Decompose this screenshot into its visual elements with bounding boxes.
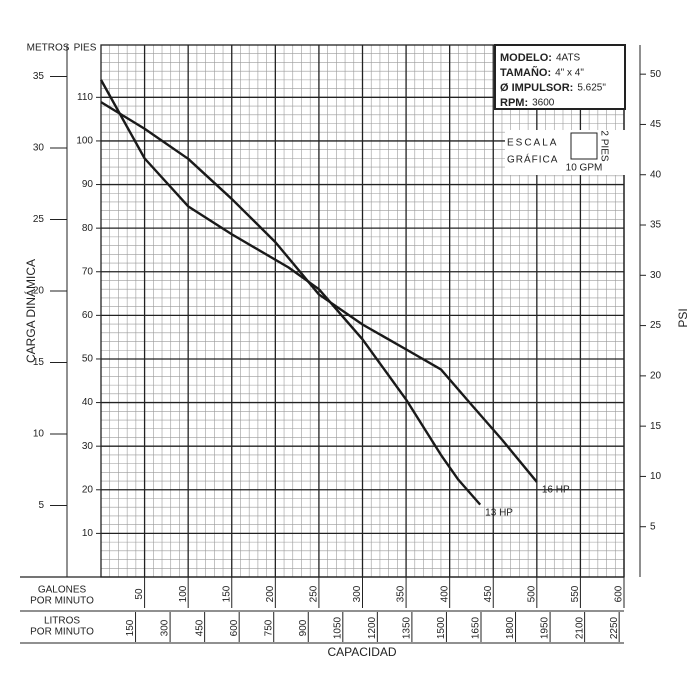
x-tick-label: 450 [483, 585, 494, 602]
lpm-tick-label: 600 [229, 619, 240, 636]
info-key: TAMAÑO: [500, 66, 551, 79]
info-key: RPM: [500, 97, 528, 109]
lpm-tick-label: 1200 [367, 616, 378, 639]
lpm-tick-label: 1500 [436, 616, 447, 639]
y-tick-label: 100 [76, 136, 93, 147]
pies-label: PIES [74, 43, 97, 54]
y-tick-label: 30 [82, 441, 94, 452]
x-tick-label: 500 [526, 585, 537, 602]
y-tick-label: 80 [82, 223, 94, 234]
scale-legend-title: ESCALA [507, 138, 558, 149]
gpm-label: POR MINUTO [30, 596, 94, 607]
metros-tick-label: 5 [38, 500, 44, 511]
y2-tick-label: 45 [650, 119, 662, 130]
info-value: 4ATS [556, 53, 581, 64]
y2-tick-label: 15 [650, 421, 662, 432]
y-tick-label: 70 [82, 266, 94, 277]
lpm-tick-label: 450 [194, 619, 205, 636]
lpm-tick-label: 1650 [471, 616, 482, 639]
y-tick-label: 110 [77, 92, 93, 103]
y2-tick-label: 10 [650, 471, 662, 482]
info-key: Ø IMPULSOR: [500, 82, 573, 94]
y-axis-label: CARGA DINÁMICA [23, 259, 38, 363]
series-label: 13 HP [485, 507, 513, 518]
scale-legend-square [570, 132, 598, 160]
pump-curve [100, 101, 538, 483]
y2-tick-label: 40 [650, 169, 662, 180]
lpm-label: POR MINUTO [30, 627, 94, 638]
metros-tick-label: 10 [33, 429, 45, 440]
lpm-tick-label: 1950 [540, 616, 551, 639]
scale-legend-y: 2 PIES [598, 130, 609, 161]
metros-tick-label: 35 [33, 71, 45, 82]
series-label: 16 HP [542, 485, 570, 496]
y-tick-label: 50 [82, 354, 94, 365]
x-tick-label: 200 [265, 585, 276, 602]
lpm-tick-label: 900 [298, 619, 309, 636]
metros-tick-label: 20 [33, 286, 45, 297]
y-tick-label: 60 [82, 310, 94, 321]
y2-tick-label: 25 [650, 320, 662, 331]
pump-curve [99, 79, 482, 506]
x-tick-label: 150 [221, 585, 232, 602]
metros-tick-label: 15 [33, 357, 45, 368]
lpm-tick-label: 750 [263, 619, 274, 636]
y-tick-label: 20 [82, 484, 94, 495]
info-value: 4" x 4" [555, 68, 584, 79]
scale-legend-box [505, 130, 625, 175]
y2-tick-label: 30 [650, 270, 662, 281]
lpm-tick-label: 1350 [402, 616, 413, 639]
lpm-tick-label: 150 [125, 619, 136, 636]
metros-tick-label: 25 [33, 214, 45, 225]
x-tick-label: 300 [352, 585, 363, 602]
x-tick-label: 50 [134, 588, 145, 600]
y2-tick-label: 35 [650, 220, 662, 231]
x-tick-label: 550 [570, 585, 581, 602]
info-key: MODELO: [500, 52, 552, 64]
x-tick-label: 100 [178, 585, 189, 602]
y2-tick-label: 5 [650, 521, 656, 532]
lpm-label: LITROS [44, 616, 80, 627]
lpm-tick-label: 1050 [332, 616, 343, 639]
metros-tick-label: 30 [33, 143, 45, 154]
y2-axis-label: PSI [676, 308, 690, 327]
lpm-tick-label: 300 [160, 619, 171, 636]
metros-label: METROS [27, 43, 70, 54]
scale-legend-title: GRÁFICA [507, 153, 558, 166]
lpm-tick-label: 2100 [574, 616, 585, 639]
y-tick-label: 90 [82, 179, 94, 190]
x-tick-label: 350 [396, 585, 407, 602]
y-tick-label: 40 [82, 397, 94, 408]
lpm-tick-label: 1800 [505, 616, 516, 639]
x-tick-label: 600 [614, 585, 625, 602]
gpm-label: GALONES [38, 585, 87, 596]
y2-tick-label: 20 [650, 371, 662, 382]
scale-legend-x: 10 GPM [566, 163, 603, 174]
x-axis-label: CAPACIDAD [327, 645, 396, 659]
x-tick-label: 250 [309, 585, 320, 602]
y-tick-label: 10 [82, 528, 94, 539]
info-value: 3600 [532, 98, 555, 109]
x-tick-label: 400 [439, 585, 450, 602]
y2-tick-label: 50 [650, 69, 662, 80]
info-value: 5.625" [577, 83, 606, 94]
info-box [494, 44, 626, 110]
lpm-tick-label: 2250 [609, 616, 620, 639]
